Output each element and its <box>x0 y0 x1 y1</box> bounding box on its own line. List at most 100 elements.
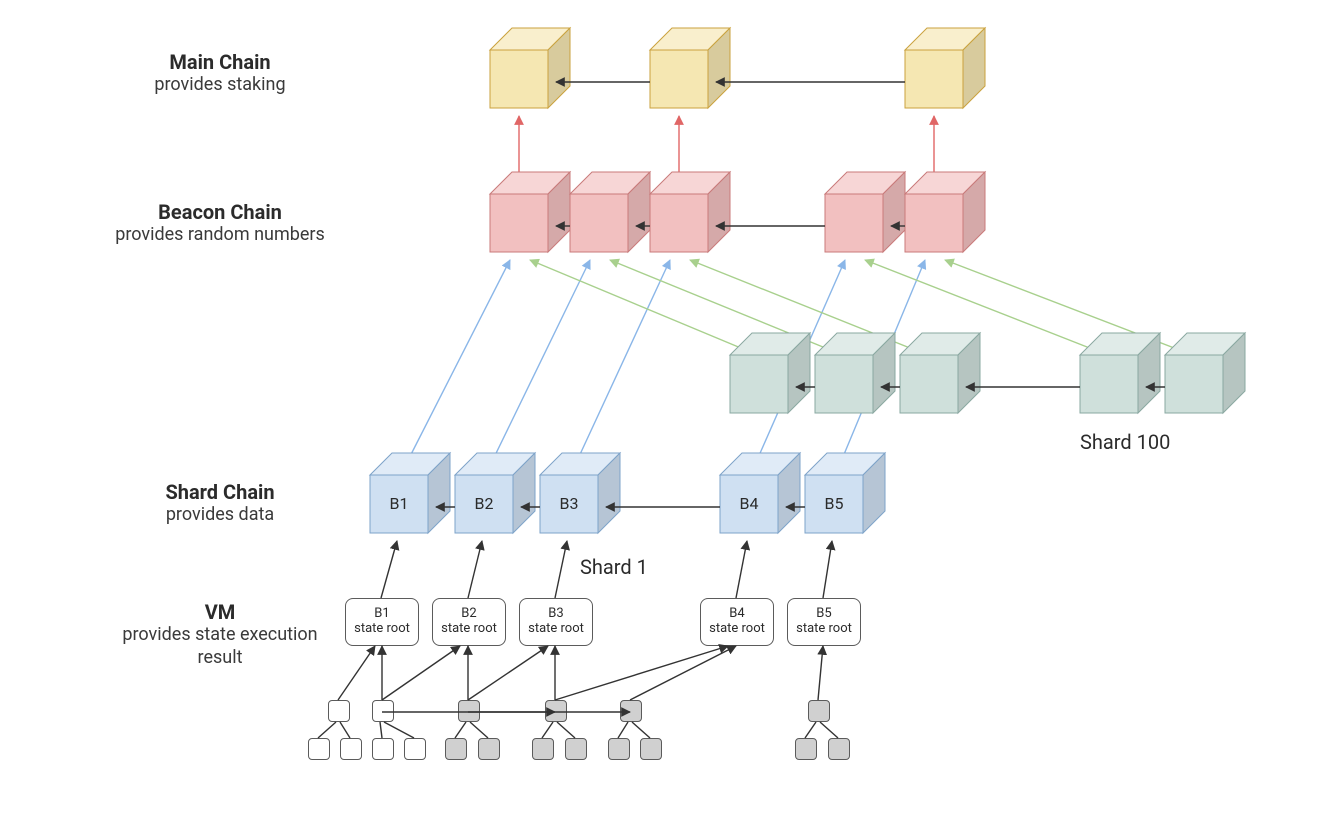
arrow-shard100-beacon-1 <box>610 260 845 356</box>
state-root-b4: B4state root <box>700 598 774 646</box>
state-root-text: state root <box>520 622 592 637</box>
arrow-sr-shard-4 <box>823 541 832 598</box>
line-tiny-cp-3 <box>384 722 414 738</box>
row-sub-vm: provides state execution result <box>110 624 330 669</box>
state-root-text: state root <box>788 622 860 637</box>
row-label-beacon: Beacon Chain provides random numbers <box>90 200 350 247</box>
state-root-block-label: B2 <box>433 607 505 622</box>
tiny-node-white-4 <box>372 738 394 760</box>
arrow-shard1-beacon-4 <box>835 260 925 476</box>
line-tiny-cp-7 <box>557 722 575 738</box>
row-label-vm: VM provides state execution result <box>110 600 330 669</box>
shard100-cube-2 <box>900 333 980 413</box>
shard1-cube-2-label: B3 <box>560 494 579 513</box>
line-tiny-cp-0 <box>318 722 336 738</box>
arrow-sr-shard-0 <box>381 541 397 598</box>
shard1-cube-1-label: B2 <box>475 494 494 513</box>
state-root-text: state root <box>433 622 505 637</box>
tiny-node-grey-11 <box>828 738 850 760</box>
state-root-block-label: B4 <box>701 607 773 622</box>
state-root-text: state root <box>701 622 773 637</box>
tiny-node-grey-2 <box>620 700 642 722</box>
tiny-node-grey-7 <box>565 738 587 760</box>
tiny-node-grey-0 <box>458 700 480 722</box>
line-tiny-cp-11 <box>820 722 838 738</box>
shard1-cube-4: B5 <box>805 453 885 533</box>
tiny-node-white-5 <box>404 738 426 760</box>
arrow-tiny-sr-4 <box>468 646 548 700</box>
shard1-cube-4-label: B5 <box>825 494 844 513</box>
shard1-cube-2: B3 <box>540 453 620 533</box>
shard100-cube-0 <box>730 333 810 413</box>
tiny-node-grey-10 <box>795 738 817 760</box>
row-sub-main: provides staking <box>110 74 330 97</box>
tiny-node-white-0 <box>328 700 350 722</box>
tiny-node-grey-6 <box>532 738 554 760</box>
shard1-cube-3: B4 <box>720 453 800 533</box>
shard100-cube-3 <box>1080 333 1160 413</box>
row-label-shard: Shard Chain provides data <box>110 480 330 527</box>
tiny-node-grey-1 <box>545 700 567 722</box>
tiny-node-grey-3 <box>808 700 830 722</box>
arrow-shard1-beacon-2 <box>570 260 670 476</box>
arrow-shard1-beacon-0 <box>400 260 510 476</box>
shard1-label: Shard 1 <box>580 555 648 579</box>
arrow-sr-shard-1 <box>468 541 482 598</box>
shard1-cube-3-label: B4 <box>740 494 759 513</box>
row-title-beacon: Beacon Chain <box>90 200 350 224</box>
beacon-cube-2 <box>650 172 730 252</box>
arrow-shard1-beacon-3 <box>750 260 845 476</box>
line-tiny-cp-6 <box>542 722 553 738</box>
row-title-shard: Shard Chain <box>110 480 330 504</box>
arrow-tiny-sr-0 <box>338 646 375 700</box>
main-cube-2 <box>905 28 985 108</box>
line-tiny-cp-8 <box>618 722 628 738</box>
state-root-b3: B3state root <box>519 598 593 646</box>
beacon-cube-4 <box>905 172 985 252</box>
state-root-b1: B1state root <box>345 598 419 646</box>
tiny-node-white-3 <box>340 738 362 760</box>
main-cube-1 <box>650 28 730 108</box>
state-root-b2: B2state root <box>432 598 506 646</box>
row-title-main: Main Chain <box>110 50 330 74</box>
tiny-node-grey-8 <box>608 738 630 760</box>
shard1-cube-0-label: B1 <box>390 494 409 513</box>
line-tiny-cp-10 <box>805 722 816 738</box>
arrow-shard1-beacon-1 <box>485 260 590 476</box>
shard1-cube-0: B1 <box>370 453 450 533</box>
tiny-node-white-2 <box>308 738 330 760</box>
arrow-shard100-beacon-3 <box>865 260 1110 356</box>
arrow-tiny-sr-2 <box>382 646 460 700</box>
row-sub-beacon: provides random numbers <box>90 224 350 247</box>
beacon-cube-3 <box>825 172 905 252</box>
shard1-cube-1: B2 <box>455 453 535 533</box>
arrow-tiny-sr-8 <box>818 646 823 700</box>
arrow-shard100-beacon-2 <box>690 260 930 356</box>
state-root-block-label: B3 <box>520 607 592 622</box>
line-tiny-cp-2 <box>380 722 382 738</box>
tiny-node-grey-5 <box>478 738 500 760</box>
state-root-b5: B5state root <box>787 598 861 646</box>
arrow-sr-shard-2 <box>555 541 567 598</box>
state-root-text: state root <box>346 622 418 637</box>
row-title-vm: VM <box>110 600 330 624</box>
arrow-tiny-sr-7 <box>630 646 736 700</box>
shard100-label: Shard 100 <box>1080 430 1170 454</box>
main-cube-0 <box>490 28 570 108</box>
arrow-tiny-sr-6 <box>555 646 728 700</box>
tiny-node-white-1 <box>372 700 394 722</box>
line-tiny-cp-9 <box>632 722 650 738</box>
state-root-block-label: B5 <box>788 607 860 622</box>
beacon-cube-1 <box>570 172 650 252</box>
line-tiny-cp-4 <box>455 722 466 738</box>
row-sub-shard: provides data <box>110 504 330 527</box>
shard100-cube-1 <box>815 333 895 413</box>
arrow-sr-shard-3 <box>736 541 747 598</box>
tiny-node-grey-9 <box>640 738 662 760</box>
state-root-block-label: B1 <box>346 607 418 622</box>
beacon-cube-0 <box>490 172 570 252</box>
line-tiny-cp-1 <box>340 722 350 738</box>
row-label-main: Main Chain provides staking <box>110 50 330 97</box>
arrow-shard100-beacon-0 <box>530 260 760 356</box>
arrow-shard100-beacon-4 <box>945 260 1195 356</box>
